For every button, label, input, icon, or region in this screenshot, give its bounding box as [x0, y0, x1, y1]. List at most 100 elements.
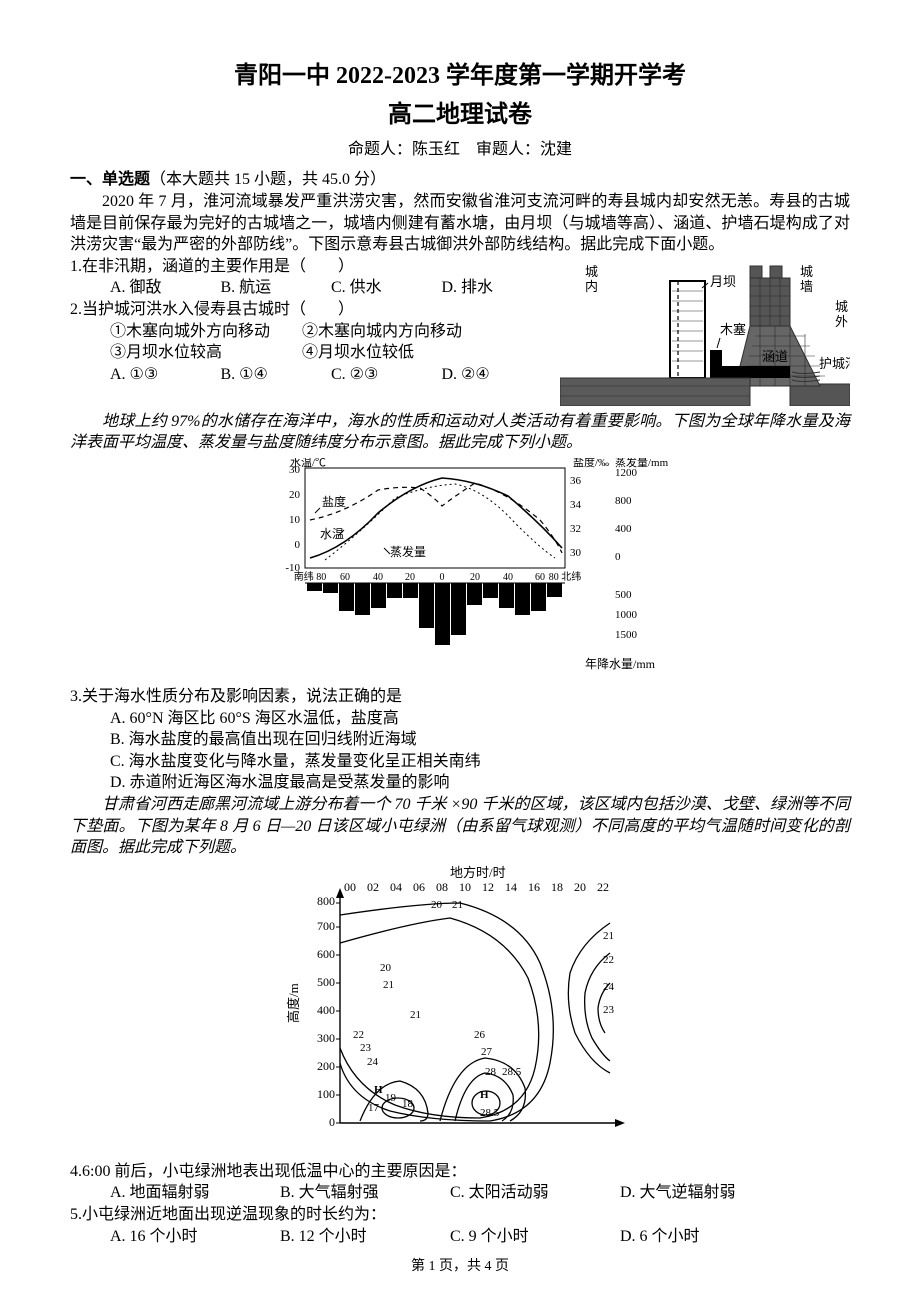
svg-text:18: 18: [551, 880, 563, 894]
svg-text:00: 00: [344, 880, 356, 894]
svg-text:墙: 墙: [800, 279, 813, 294]
q2-i1: ①木塞向城外方向移动: [110, 323, 270, 340]
svg-text:40: 40: [373, 572, 383, 583]
title-line1: 青阳一中 2022-2023 学年度第一学期开学考: [70, 55, 850, 90]
svg-text:10: 10: [289, 514, 301, 526]
figure3: 地方时/时 0 100 200 300 400 500 600 700 800: [280, 863, 640, 1153]
section1-header: 一、单选题（本大题共 15 小题，共 45.0 分）: [70, 165, 850, 189]
svg-text:14: 14: [505, 880, 517, 894]
svg-text:盐度/‰: 盐度/‰: [573, 458, 609, 469]
svg-text:10: 10: [459, 880, 471, 894]
figure1: 城 内 月坝 城 墙 城 外 木塞 涵道 护城河: [560, 256, 850, 411]
svg-text:1500: 1500: [615, 629, 638, 641]
fig3-xlabel: 地方时/时: [450, 865, 506, 880]
svg-text:蒸发量: 蒸发量: [390, 544, 426, 559]
fig1-plug: 木塞: [720, 322, 746, 337]
q5-B: B. 12 个小时: [280, 1226, 450, 1248]
q3-stem: 3.关于海水性质分布及影响因素，说法正确的是: [70, 686, 850, 708]
q5-C: C. 9 个小时: [450, 1226, 620, 1248]
svg-text:盐度: 盐度: [322, 494, 346, 509]
svg-text:100: 100: [317, 1087, 335, 1101]
q1-C: C. 供水: [331, 277, 442, 299]
svg-text:400: 400: [615, 523, 632, 535]
section1-light: （本大题共 15 小题，共 45.0 分）: [150, 171, 386, 188]
fig2-left-label: 水温/℃: [290, 458, 326, 469]
fig1-cityin: 城: [585, 264, 598, 279]
q5-stem: 5.小屯绿洲近地面出现逆温现象的时长约为：: [70, 1204, 850, 1226]
q4-D: D. 大气逆辐射弱: [620, 1182, 790, 1204]
svg-text:60: 60: [340, 572, 350, 583]
svg-text:H: H: [480, 1089, 489, 1101]
q3-D: D. 赤道附近海区海水温度最高是受蒸发量的影响: [70, 772, 850, 794]
svg-text:17: 17: [368, 1102, 380, 1114]
q3-B: B. 海水盐度的最高值出现在回归线附近海域: [70, 729, 850, 751]
title-line2: 高二地理试卷: [70, 94, 850, 129]
svg-text:21: 21: [383, 979, 394, 991]
svg-text:06: 06: [413, 880, 425, 894]
svg-text:400: 400: [317, 1003, 335, 1017]
q4-B: B. 大气辐射强: [280, 1182, 450, 1204]
fig2-rain-label: 年降水量/mm: [585, 657, 656, 671]
svg-text:20: 20: [431, 899, 443, 911]
q2-D: D. ②④: [442, 364, 553, 386]
q1-D: D. 排水: [442, 277, 553, 299]
q1-B: B. 航运: [221, 277, 332, 299]
svg-text:20: 20: [470, 572, 480, 583]
svg-text:18: 18: [402, 1098, 414, 1110]
svg-text:27: 27: [481, 1046, 493, 1058]
q4-A: A. 地面辐射弱: [110, 1182, 280, 1204]
svg-text:24: 24: [367, 1056, 379, 1068]
q1-A: A. 御敌: [110, 277, 221, 299]
svg-text:21: 21: [410, 1009, 421, 1021]
q4-opts: A. 地面辐射弱 B. 大气辐射强 C. 太阳活动弱 D. 大气逆辐射弱: [70, 1182, 850, 1204]
svg-text:02: 02: [367, 880, 379, 894]
svg-text:16: 16: [528, 880, 540, 894]
svg-text:20: 20: [405, 572, 415, 583]
fig1-out: 城: [835, 299, 848, 314]
svg-text:36: 36: [570, 475, 582, 487]
authors: 命题人：陈玉红 审题人：沈建: [70, 135, 850, 159]
svg-text:40: 40: [503, 572, 513, 583]
svg-text:300: 300: [317, 1031, 335, 1045]
svg-text:04: 04: [390, 880, 402, 894]
svg-text:32: 32: [570, 523, 581, 535]
svg-text:700: 700: [317, 919, 335, 933]
q2-C: C. ②③: [331, 364, 442, 386]
fig3-ylabel: 高度/m: [286, 983, 301, 1023]
svg-text:08: 08: [436, 880, 448, 894]
svg-text:26: 26: [474, 1029, 486, 1041]
svg-text:28.5: 28.5: [480, 1107, 500, 1119]
svg-text:500: 500: [615, 589, 632, 601]
svg-text:500: 500: [317, 975, 335, 989]
svg-text:24: 24: [603, 981, 615, 993]
svg-text:南纬 80: 南纬 80: [294, 570, 327, 583]
svg-text:20: 20: [380, 962, 392, 974]
svg-text:0: 0: [615, 551, 621, 563]
q5-opts: A. 16 个小时 B. 12 个小时 C. 9 个小时 D. 6 个小时: [70, 1226, 850, 1248]
q2-opts: A. ①③ B. ①④ C. ②③ D. ②④: [70, 364, 552, 386]
svg-text:30: 30: [570, 547, 582, 559]
q2-i3: ③月坝水位较高: [110, 344, 222, 361]
section1-bold: 一、单选题: [70, 171, 150, 188]
fig1-culvert: 涵道: [762, 349, 788, 364]
svg-text:21: 21: [603, 930, 614, 942]
q3-A: A. 60°N 海区比 60°S 海区水温低，盐度高: [70, 708, 850, 730]
svg-text:800: 800: [317, 894, 335, 908]
q2-A: A. ①③: [110, 364, 221, 386]
svg-text:28.5: 28.5: [502, 1066, 522, 1078]
q2-B: B. ①④: [221, 364, 332, 386]
q4-C: C. 太阳活动弱: [450, 1182, 620, 1204]
fig1-wall: 城: [800, 264, 813, 279]
q3-C: C. 海水盐度变化与降水量，蒸发量变化呈正相关南纬: [70, 751, 850, 773]
svg-text:34: 34: [570, 499, 582, 511]
svg-text:1200: 1200: [615, 467, 638, 479]
q5-A: A. 16 个小时: [110, 1226, 280, 1248]
svg-text:200: 200: [317, 1059, 335, 1073]
svg-text:20: 20: [574, 880, 586, 894]
svg-text:22: 22: [603, 954, 614, 966]
svg-text:12: 12: [482, 880, 494, 894]
q4-stem: 4.6:00 前后，小屯绿洲地表出现低温中心的主要原因是：: [70, 1161, 850, 1183]
svg-text:22: 22: [597, 880, 609, 894]
svg-text:1000: 1000: [615, 609, 638, 621]
svg-text:20: 20: [289, 489, 301, 501]
